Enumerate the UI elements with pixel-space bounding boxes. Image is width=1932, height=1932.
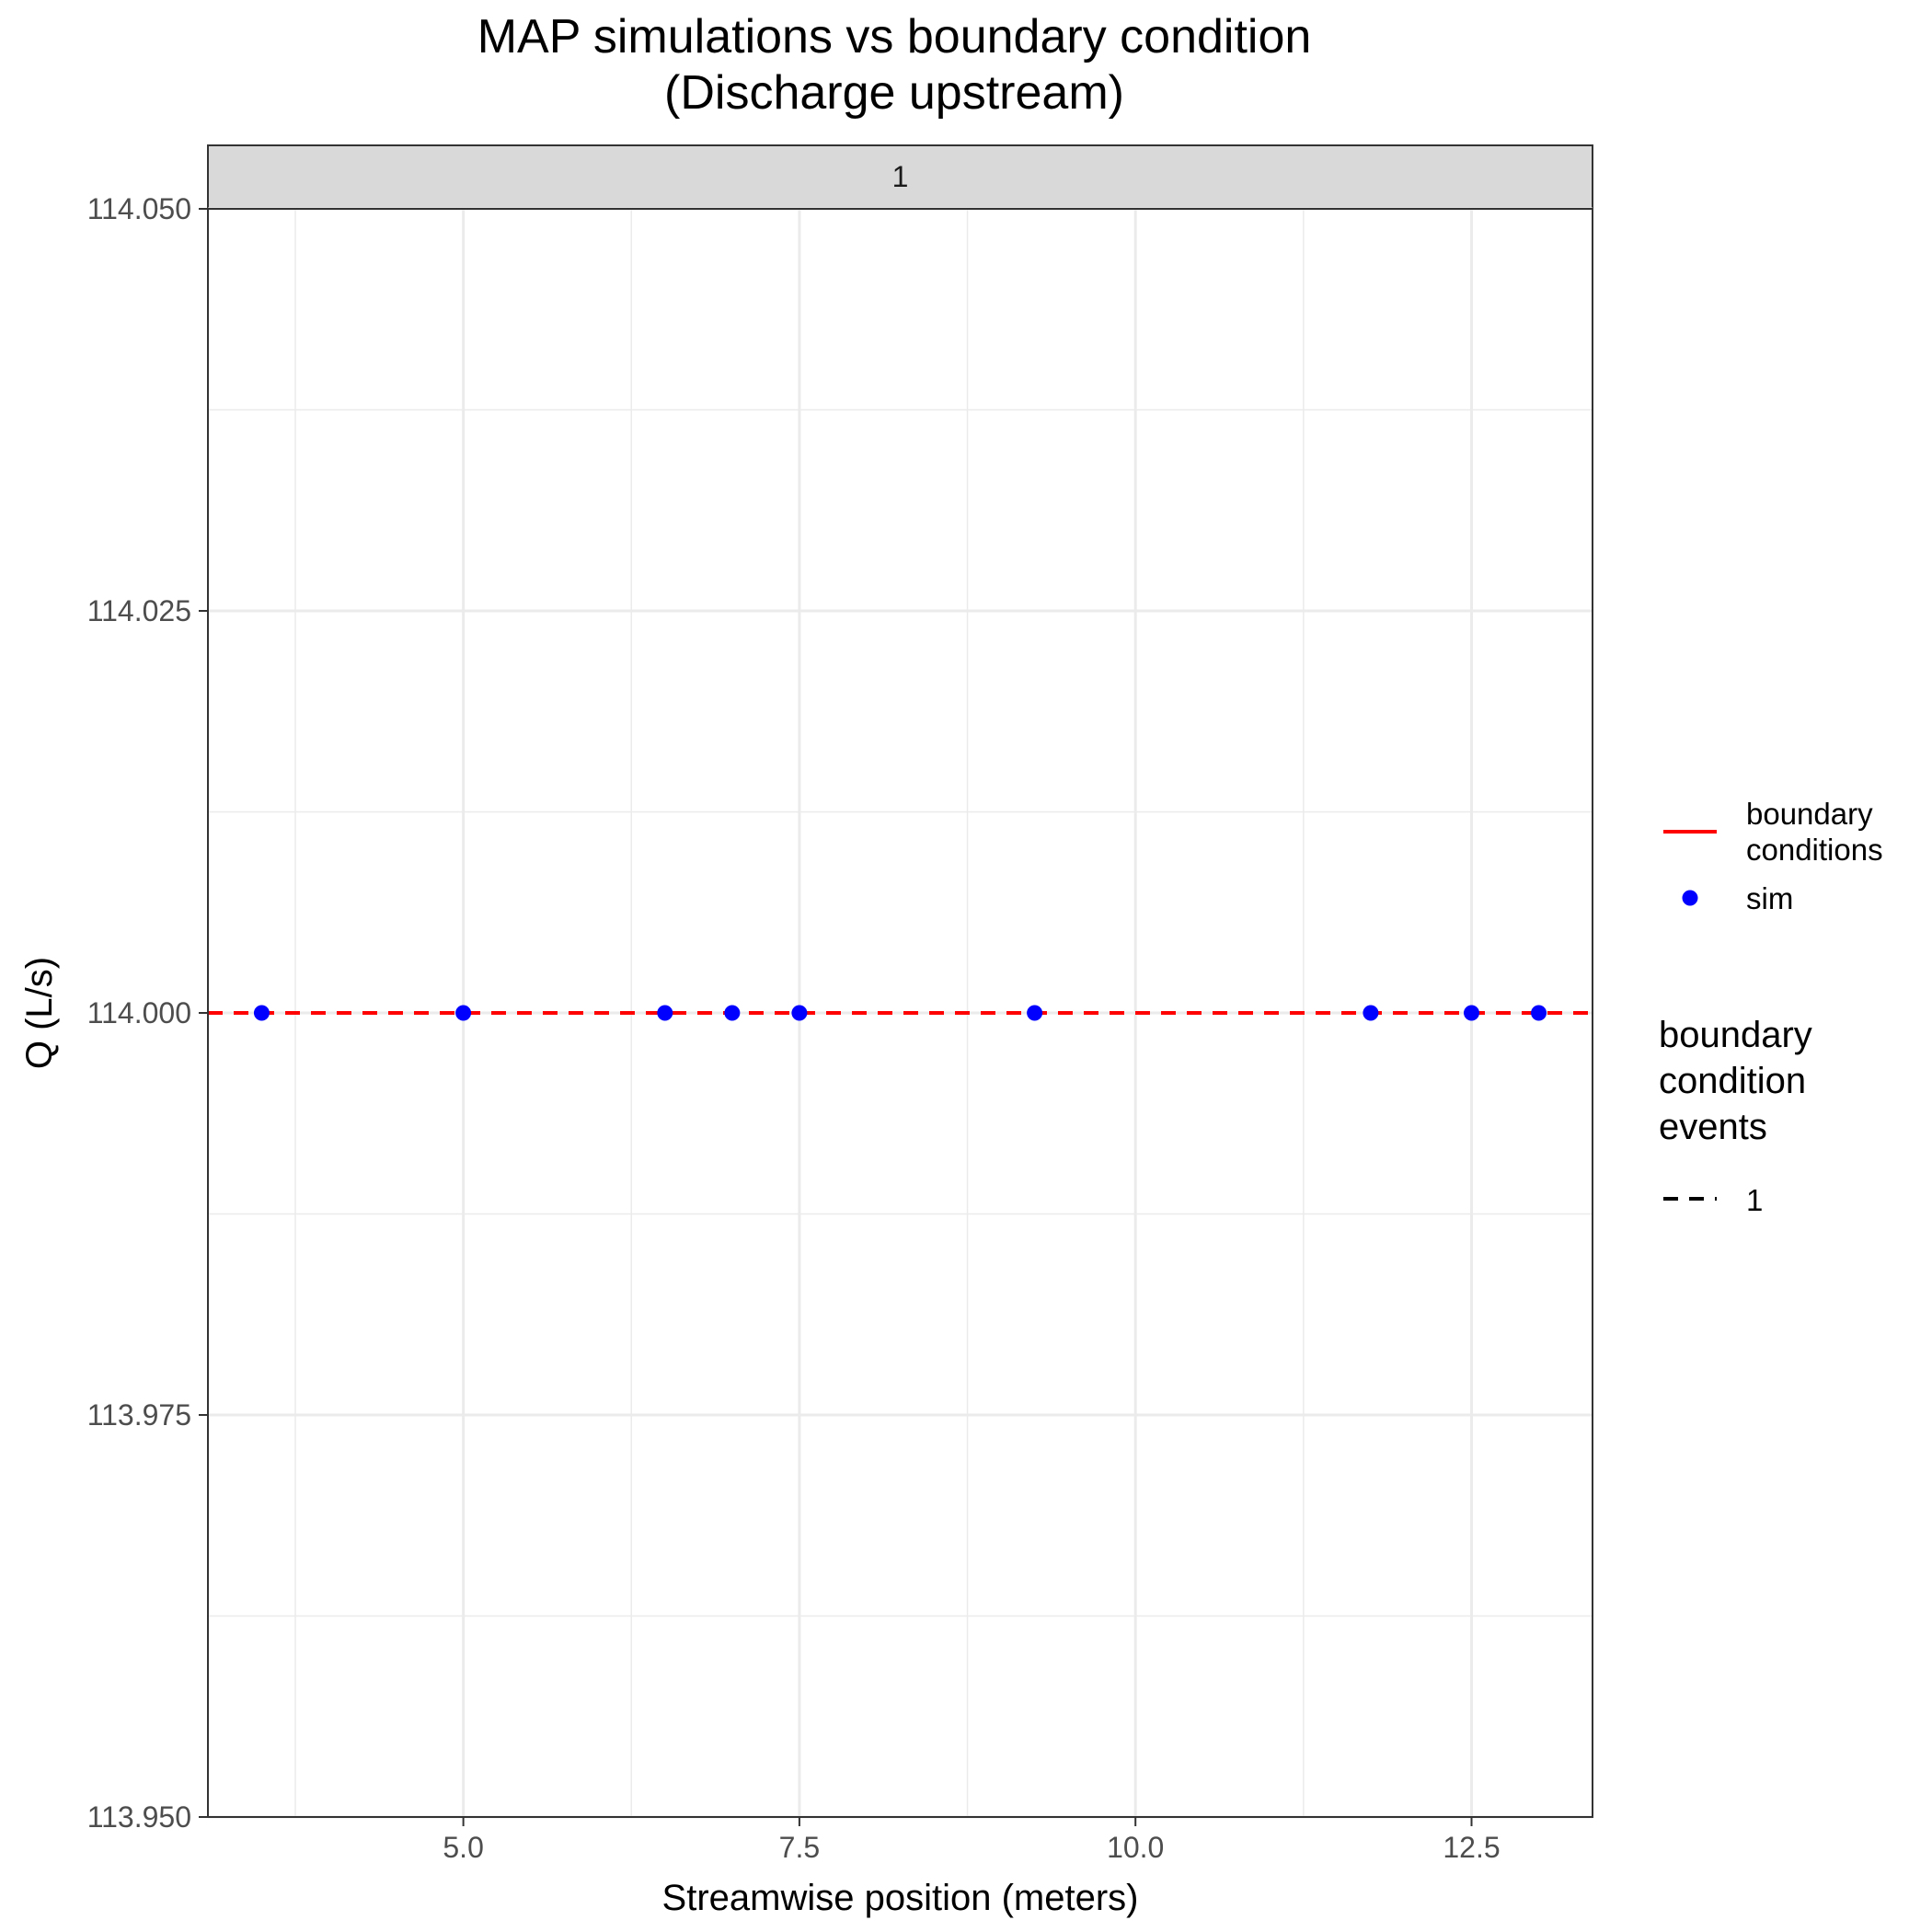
facet-strip <box>207 144 1593 210</box>
x-axis-title: Streamwise position (meters) <box>662 1878 1139 1918</box>
sim-point <box>1363 1005 1379 1021</box>
sim-point <box>1463 1005 1479 1021</box>
sim-point <box>657 1005 673 1021</box>
sim-point <box>724 1005 741 1021</box>
sim-point <box>1531 1005 1547 1021</box>
y-tick-label: 113.950 <box>87 1800 191 1834</box>
chart-title-line-1: MAP simulations vs boundary condition <box>477 10 1312 63</box>
x-tick-label: 10.0 <box>1107 1831 1164 1864</box>
x-tick-label: 12.5 <box>1443 1831 1500 1864</box>
legend-label: conditions <box>1746 833 1883 867</box>
series-layer <box>208 1005 1593 1021</box>
axes: 5.0 7.5 10.0 12.5 113.950 113.975 114.000 114.0… <box>87 192 1501 1864</box>
y-tick-label: 114.050 <box>87 192 191 225</box>
sim-point <box>1027 1005 1043 1021</box>
legend-label: boundary <box>1746 797 1873 831</box>
legend-label: sim <box>1746 881 1793 915</box>
sim-point <box>791 1005 808 1021</box>
x-tick-label: 5.0 <box>443 1831 483 1864</box>
legend-title: condition <box>1659 1061 1806 1101</box>
facet-strip-label: 1 <box>892 160 909 193</box>
legend-title: boundary <box>1659 1015 1812 1055</box>
y-tick-label: 113.975 <box>87 1398 191 1432</box>
legend: boundaryconditionssimboundaryconditionev… <box>1659 797 1883 1217</box>
gridlines <box>208 207 1593 1819</box>
x-tick-label: 7.5 <box>779 1831 820 1864</box>
sim-point <box>253 1005 270 1021</box>
legend-label: 1 <box>1746 1183 1763 1217</box>
chart-title-line-2: (Discharge upstream) <box>664 66 1124 120</box>
y-tick-label: 114.000 <box>87 996 191 1029</box>
y-axis-title: Q (L/s) <box>19 957 60 1069</box>
legend-key-point <box>1682 890 1698 906</box>
sim-point <box>455 1005 472 1021</box>
y-tick-label: 114.025 <box>87 594 191 627</box>
legend-title: events <box>1659 1107 1767 1147</box>
